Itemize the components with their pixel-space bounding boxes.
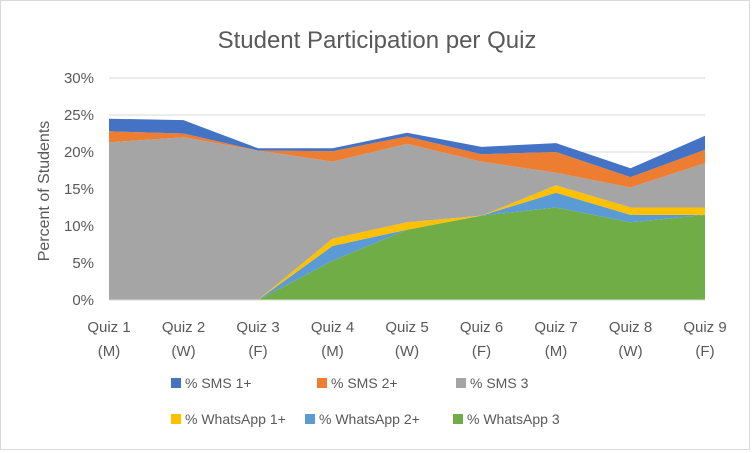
x-tick-sublabel: (M) <box>545 343 568 360</box>
x-tick-label: Quiz 7 <box>534 319 577 336</box>
legend-swatch <box>456 378 466 388</box>
x-tick-sublabel: (W) <box>618 343 642 360</box>
legend-label: % SMS 1+ <box>185 375 252 391</box>
x-tick-label: Quiz 1 <box>87 319 130 336</box>
y-tick-label: 0% <box>72 292 94 309</box>
x-tick-sublabel: (F) <box>248 343 267 360</box>
y-tick-label: 5% <box>72 255 94 272</box>
legend-swatch <box>453 414 463 424</box>
chart-title: Student Participation per Quiz <box>218 27 537 54</box>
area-whatsapp-3 <box>109 207 705 300</box>
x-tick-label: Quiz 8 <box>609 319 652 336</box>
x-tick-sublabel: (W) <box>395 343 419 360</box>
y-tick-label: 30% <box>64 70 94 87</box>
legend: % SMS 1+ % SMS 2+ % SMS 3 % WhatsApp 1+ % Wh… <box>171 375 560 427</box>
legend-label: % SMS 2+ <box>331 375 398 391</box>
x-tick-label: Quiz 5 <box>385 319 428 336</box>
y-tick-label: 20% <box>64 144 94 161</box>
y-axis-label: Percent of Students <box>36 121 53 262</box>
y-tick-label: 25% <box>64 107 94 124</box>
area-sms-3 <box>109 137 705 300</box>
area-sms-2 <box>109 131 705 188</box>
y-axis-ticks: 0% 5% 10% 15% 20% 25% 30% <box>64 70 94 309</box>
legend-swatch <box>171 414 181 424</box>
plot-areas <box>109 118 705 300</box>
legend-swatch <box>305 414 315 424</box>
x-tick-sublabel: (F) <box>695 343 714 360</box>
x-tick-label: Quiz 4 <box>311 319 354 336</box>
x-tick-sublabel: (M) <box>321 343 344 360</box>
legend-label: % WhatsApp 3 <box>467 411 560 427</box>
x-tick-sublabel: (M) <box>98 343 121 360</box>
x-tick-label: Quiz 9 <box>683 319 726 336</box>
legend-swatch <box>317 378 327 388</box>
legend-label: % WhatsApp 2+ <box>319 411 420 427</box>
x-tick-label: Quiz 6 <box>460 319 503 336</box>
y-tick-label: 15% <box>64 181 94 198</box>
y-tick-label: 10% <box>64 218 94 235</box>
x-tick-sublabel: (F) <box>472 343 491 360</box>
legend-label: % WhatsApp 1+ <box>185 411 286 427</box>
x-tick-label: Quiz 3 <box>236 319 279 336</box>
legend-swatch <box>171 378 181 388</box>
x-axis-ticks: Quiz 1 (M) Quiz 2 (W) Quiz 3 (F) Quiz 4 (M) Quiz… <box>87 319 726 360</box>
x-tick-label: Quiz 2 <box>162 319 205 336</box>
x-tick-sublabel: (W) <box>171 343 195 360</box>
area-sms-1 <box>109 118 705 178</box>
legend-label: % SMS 3 <box>470 375 529 391</box>
